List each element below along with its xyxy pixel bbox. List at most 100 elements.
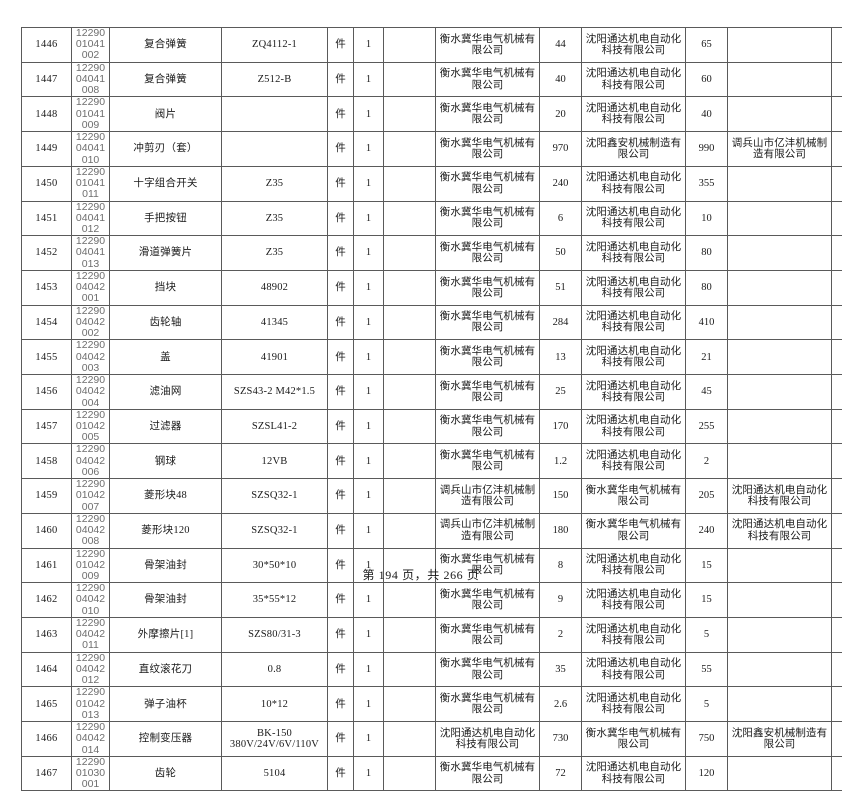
cell-supplier-3	[728, 340, 832, 375]
cell-unit: 件	[328, 201, 354, 236]
cell-quantity: 1	[354, 479, 384, 514]
cell-specification: 12VB	[222, 444, 328, 479]
cell-material-code: 1229004041012	[72, 201, 110, 236]
cell-unit: 件	[328, 28, 354, 63]
cell-blank	[384, 375, 436, 410]
cell-price-3	[832, 375, 842, 410]
cell-material-code: 1229004042001	[72, 270, 110, 305]
cell-supplier-1: 衡水冀华电气机械有限公司	[436, 236, 540, 271]
cell-price-1: 2	[540, 617, 582, 652]
cell-material-code: 1229001041009	[72, 97, 110, 132]
cell-price-1: 40	[540, 62, 582, 97]
cell-supplier-1: 衡水冀华电气机械有限公司	[436, 305, 540, 340]
cell-material-code: 1229004042006	[72, 444, 110, 479]
cell-unit: 件	[328, 409, 354, 444]
cell-material-code: 1229004042004	[72, 375, 110, 410]
cell-item-name: 钢球	[110, 444, 222, 479]
cell-price-1: 51	[540, 270, 582, 305]
cell-price-1: 13	[540, 340, 582, 375]
cell-supplier-1: 衡水冀华电气机械有限公司	[436, 166, 540, 201]
cell-supplier-3	[728, 687, 832, 722]
cell-supplier-1: 调兵山市亿沣机械制造有限公司	[436, 513, 540, 548]
cell-sequence-number: 1458	[22, 444, 72, 479]
cell-item-name: 菱形块120	[110, 513, 222, 548]
cell-specification: ZQ4112-1	[222, 28, 328, 63]
cell-price-2: 80	[686, 236, 728, 271]
cell-quantity: 1	[354, 28, 384, 63]
cell-supplier-3	[728, 305, 832, 340]
cell-unit: 件	[328, 132, 354, 167]
cell-material-code: 1229001042005	[72, 409, 110, 444]
cell-supplier-2: 沈阳通达机电自动化科技有限公司	[582, 409, 686, 444]
cell-price-1: 20	[540, 97, 582, 132]
cell-price-3	[832, 270, 842, 305]
cell-price-2: 60	[686, 62, 728, 97]
cell-item-name: 弹子油杯	[110, 687, 222, 722]
cell-price-3	[832, 201, 842, 236]
cell-supplier-2: 沈阳通达机电自动化科技有限公司	[582, 166, 686, 201]
cell-specification: Z35	[222, 236, 328, 271]
cell-blank	[384, 687, 436, 722]
cell-item-name: 冲剪刃（套）	[110, 132, 222, 167]
cell-quantity: 1	[354, 62, 384, 97]
cell-blank	[384, 28, 436, 63]
cell-quantity: 1	[354, 583, 384, 618]
cell-specification	[222, 97, 328, 132]
cell-price-3	[832, 652, 842, 687]
cell-supplier-3	[728, 97, 832, 132]
cell-supplier-3	[728, 375, 832, 410]
cell-price-2: 5	[686, 687, 728, 722]
cell-price-2: 205	[686, 479, 728, 514]
cell-price-1: 50	[540, 236, 582, 271]
cell-price-3	[832, 687, 842, 722]
cell-price-3	[832, 583, 842, 618]
cell-specification: 10*12	[222, 687, 328, 722]
cell-quantity: 1	[354, 375, 384, 410]
cell-price-3: 355	[832, 513, 842, 548]
cell-supplier-3	[728, 166, 832, 201]
cell-supplier-1: 衡水冀华电气机械有限公司	[436, 687, 540, 722]
cell-price-2: 240	[686, 513, 728, 548]
cell-blank	[384, 62, 436, 97]
cell-price-2: 65	[686, 28, 728, 63]
cell-supplier-3: 沈阳鑫安机械制造有限公司	[728, 722, 832, 757]
cell-blank	[384, 132, 436, 167]
cell-item-name: 外摩擦片[1]	[110, 617, 222, 652]
cell-item-name: 控制变压器	[110, 722, 222, 757]
cell-price-1: 25	[540, 375, 582, 410]
cell-price-3	[832, 236, 842, 271]
cell-supplier-1: 衡水冀华电气机械有限公司	[436, 62, 540, 97]
cell-unit: 件	[328, 166, 354, 201]
cell-unit: 件	[328, 652, 354, 687]
cell-supplier-2: 沈阳通达机电自动化科技有限公司	[582, 62, 686, 97]
cell-supplier-3: 沈阳通达机电自动化科技有限公司	[728, 513, 832, 548]
cell-specification	[222, 132, 328, 167]
cell-sequence-number: 1466	[22, 722, 72, 757]
cell-supplier-3	[728, 28, 832, 63]
cell-item-name: 手把按钮	[110, 201, 222, 236]
cell-price-2: 2	[686, 444, 728, 479]
cell-material-code: 1229004041010	[72, 132, 110, 167]
cell-specification: Z35	[222, 166, 328, 201]
